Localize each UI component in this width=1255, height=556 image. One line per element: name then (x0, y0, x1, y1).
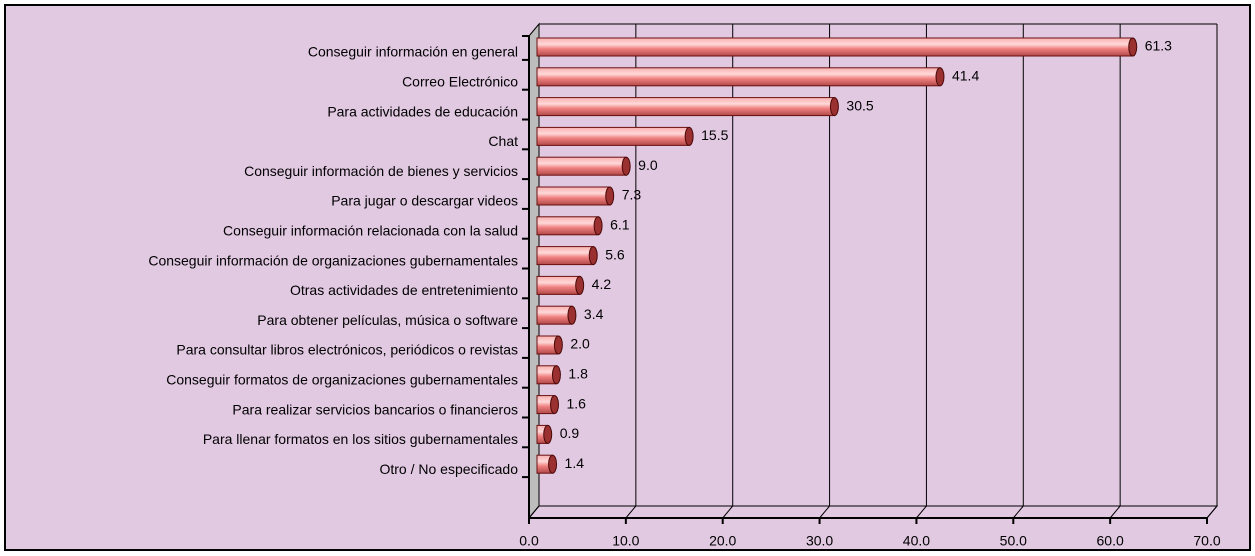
bar-part (536, 275, 581, 295)
bar-part (536, 216, 599, 236)
bar-part (567, 305, 577, 325)
y-tick-label: Conseguir información de organizaciones … (148, 252, 518, 268)
floor (527, 505, 1219, 519)
value-label: 3.4 (584, 306, 604, 322)
bar (536, 335, 563, 355)
bar (536, 275, 585, 295)
value-label: 1.6 (566, 395, 586, 411)
value-label: 15.5 (701, 127, 728, 143)
bar (536, 156, 631, 176)
floor-line (916, 505, 927, 519)
bar (536, 305, 577, 325)
y-tick-label: Para llenar formatos en los sitios guber… (203, 431, 518, 447)
y-tick-label: Conseguir información relacionada con la… (223, 223, 518, 239)
bar-part (621, 156, 631, 176)
value-label: 41.4 (952, 68, 979, 84)
bar-part (575, 275, 585, 295)
value-label: 9.0 (638, 157, 658, 173)
bar (536, 67, 945, 87)
y-tick-label: Conseguir formatos de organizaciones gub… (166, 372, 518, 388)
y-tick-label: Para jugar o descargar videos (331, 193, 518, 209)
value-label: 1.8 (568, 366, 588, 382)
bar-part (536, 67, 941, 87)
bar (536, 454, 558, 474)
bar (536, 186, 615, 206)
bar-part (588, 246, 598, 266)
x-tick-label: 40.0 (903, 533, 930, 549)
value-label: 5.6 (605, 246, 625, 262)
bar (536, 126, 694, 146)
bar-part (935, 67, 945, 87)
y-tick-label: Conseguir información de bienes y servic… (244, 163, 518, 179)
x-tick-label: 10.0 (612, 533, 639, 549)
bar (536, 395, 559, 415)
x-tick-label: 60.0 (1097, 533, 1124, 549)
value-label: 2.0 (570, 336, 590, 352)
bar-part (829, 97, 839, 117)
y-tick-label: Para consultar libros electrónicos, peri… (176, 342, 518, 358)
bar-part (536, 156, 627, 176)
bar (536, 216, 603, 236)
floor-line (625, 505, 637, 519)
y-tick-label: Otras actividades de entretenimiento (290, 282, 518, 298)
y-tick-label: Correo Electrónico (402, 74, 518, 90)
chart-frame (4, 4, 1251, 551)
value-label: 1.4 (565, 455, 585, 471)
y-tick-label: Conseguir información en general (308, 44, 518, 60)
floor-line (722, 505, 734, 519)
x-tick-label: 20.0 (709, 533, 736, 549)
y-tick-label: Chat (488, 133, 518, 149)
floor-line (819, 505, 830, 519)
y-tick-label: Otro / No especificado (379, 461, 518, 477)
x-tick-label: 30.0 (806, 533, 833, 549)
bar-part (536, 246, 594, 266)
bar-part (548, 454, 558, 474)
y-tick-label: Para obtener películas, música o softwar… (257, 312, 518, 328)
bar-part (593, 216, 603, 236)
value-label: 61.3 (1145, 38, 1172, 54)
value-label: 30.5 (846, 97, 873, 113)
bar-part (549, 395, 559, 415)
bar (536, 246, 598, 266)
floor-line (1206, 505, 1218, 519)
value-label: 4.2 (592, 276, 612, 292)
value-label: 6.1 (610, 217, 630, 233)
floor-line (528, 505, 540, 519)
bar-part (1128, 37, 1138, 57)
value-label: 0.9 (560, 425, 580, 441)
floor-line (1012, 505, 1024, 519)
bar-part (684, 126, 694, 146)
x-tick-label: 70.0 (1193, 533, 1220, 549)
bar-part (536, 37, 1134, 57)
value-label: 7.3 (622, 187, 642, 203)
bar-part (543, 424, 553, 444)
bar (536, 365, 561, 385)
bar-part (536, 126, 690, 146)
bar (536, 37, 1138, 57)
bar (536, 424, 553, 444)
bar-part (551, 365, 561, 385)
bar (536, 97, 839, 117)
y-tick-label: Para actividades de educación (327, 103, 518, 119)
x-tick-label: 50.0 (1000, 533, 1027, 549)
floor-line (1109, 505, 1121, 519)
y-tick-label: Para realizar servicios bancarios o fina… (232, 401, 518, 417)
bar-part (536, 186, 611, 206)
bar-part (536, 97, 835, 117)
bar-part (605, 186, 615, 206)
x-tick-label: 0.0 (519, 533, 539, 549)
bar-part (536, 305, 573, 325)
bar-part (553, 335, 563, 355)
